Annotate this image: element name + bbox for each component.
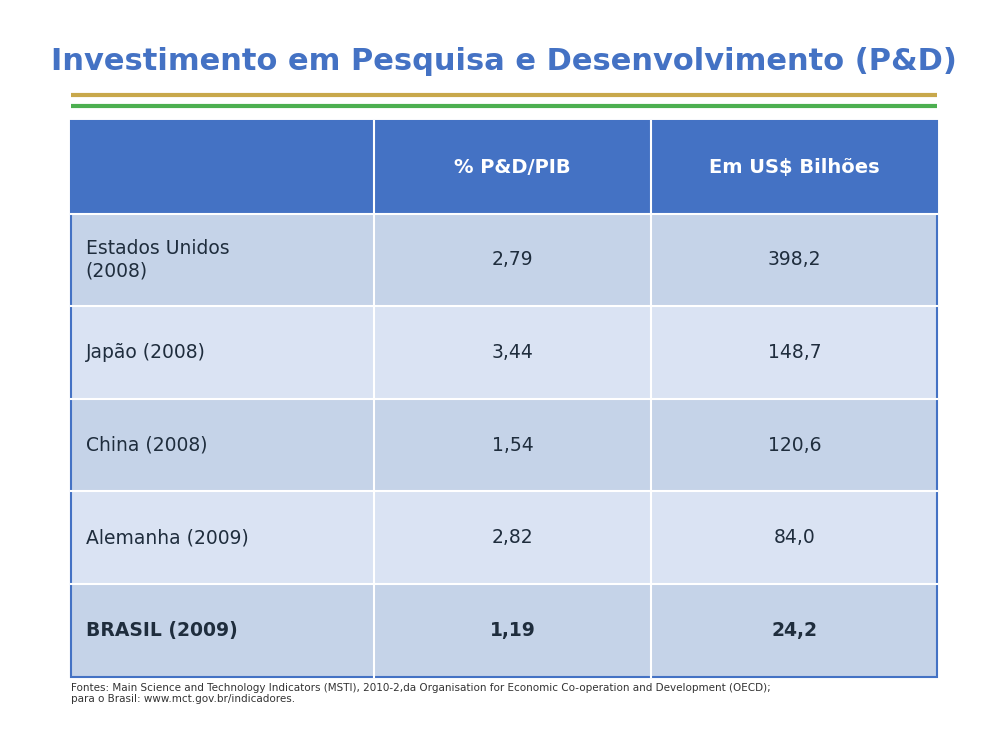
Bar xyxy=(71,491,374,584)
Bar xyxy=(651,584,937,677)
Text: 24,2: 24,2 xyxy=(771,621,817,640)
Text: Em US$ Bilhões: Em US$ Bilhões xyxy=(709,158,880,177)
Text: 148,7: 148,7 xyxy=(768,343,822,362)
Text: 3,44: 3,44 xyxy=(492,343,533,362)
Bar xyxy=(651,121,937,213)
Text: BRASIL (2009): BRASIL (2009) xyxy=(86,621,238,640)
Text: % P&D/PIB: % P&D/PIB xyxy=(455,158,571,177)
Text: Fontes: Main Science and Technology Indicators (MSTI), 2010-2,da Organisation fo: Fontes: Main Science and Technology Indi… xyxy=(71,683,770,705)
Text: 398,2: 398,2 xyxy=(768,250,822,269)
Bar xyxy=(71,584,374,677)
Text: China (2008): China (2008) xyxy=(86,435,208,454)
Bar xyxy=(374,121,651,213)
Text: 120,6: 120,6 xyxy=(768,435,822,454)
Bar xyxy=(374,306,651,399)
Bar xyxy=(71,399,374,491)
Bar xyxy=(71,121,937,677)
Text: Investimento em Pesquisa e Desenvolvimento (P&D): Investimento em Pesquisa e Desenvolvimen… xyxy=(51,48,957,76)
Bar xyxy=(374,213,651,306)
Bar xyxy=(374,491,651,584)
Bar xyxy=(651,491,937,584)
Text: 1,19: 1,19 xyxy=(490,621,535,640)
Bar xyxy=(374,584,651,677)
Text: 2,82: 2,82 xyxy=(492,528,533,547)
Bar xyxy=(651,306,937,399)
Bar xyxy=(374,399,651,491)
Text: 1,54: 1,54 xyxy=(492,435,533,454)
Bar xyxy=(651,213,937,306)
Text: Japão (2008): Japão (2008) xyxy=(86,343,206,362)
Text: 84,0: 84,0 xyxy=(773,528,815,547)
Bar xyxy=(651,399,937,491)
Bar xyxy=(71,121,374,213)
Text: Alemanha (2009): Alemanha (2009) xyxy=(86,528,248,547)
Bar xyxy=(71,213,374,306)
Text: 2,79: 2,79 xyxy=(492,250,533,269)
Bar xyxy=(71,306,374,399)
Text: Estados Unidos
(2008): Estados Unidos (2008) xyxy=(86,240,229,280)
